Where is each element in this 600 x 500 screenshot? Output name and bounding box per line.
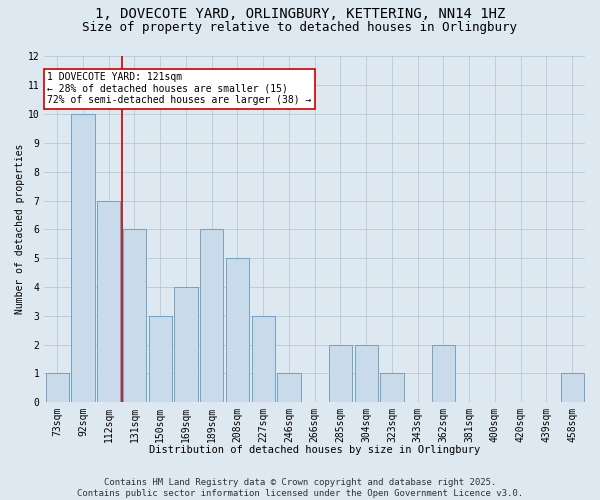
Bar — [97, 200, 121, 402]
Bar — [432, 344, 455, 402]
X-axis label: Distribution of detached houses by size in Orlingbury: Distribution of detached houses by size … — [149, 445, 481, 455]
Bar — [380, 374, 404, 402]
Y-axis label: Number of detached properties: Number of detached properties — [15, 144, 25, 314]
Text: Contains HM Land Registry data © Crown copyright and database right 2025.
Contai: Contains HM Land Registry data © Crown c… — [77, 478, 523, 498]
Bar — [149, 316, 172, 402]
Bar — [560, 374, 584, 402]
Bar — [71, 114, 95, 402]
Bar — [251, 316, 275, 402]
Text: Size of property relative to detached houses in Orlingbury: Size of property relative to detached ho… — [83, 21, 517, 34]
Text: 1, DOVECOTE YARD, ORLINGBURY, KETTERING, NN14 1HZ: 1, DOVECOTE YARD, ORLINGBURY, KETTERING,… — [95, 8, 505, 22]
Text: 1 DOVECOTE YARD: 121sqm
← 28% of detached houses are smaller (15)
72% of semi-de: 1 DOVECOTE YARD: 121sqm ← 28% of detache… — [47, 72, 311, 106]
Bar — [123, 230, 146, 402]
Bar — [355, 344, 378, 402]
Bar — [175, 287, 197, 402]
Bar — [46, 374, 69, 402]
Bar — [277, 374, 301, 402]
Bar — [226, 258, 249, 402]
Bar — [329, 344, 352, 402]
Bar — [200, 230, 223, 402]
